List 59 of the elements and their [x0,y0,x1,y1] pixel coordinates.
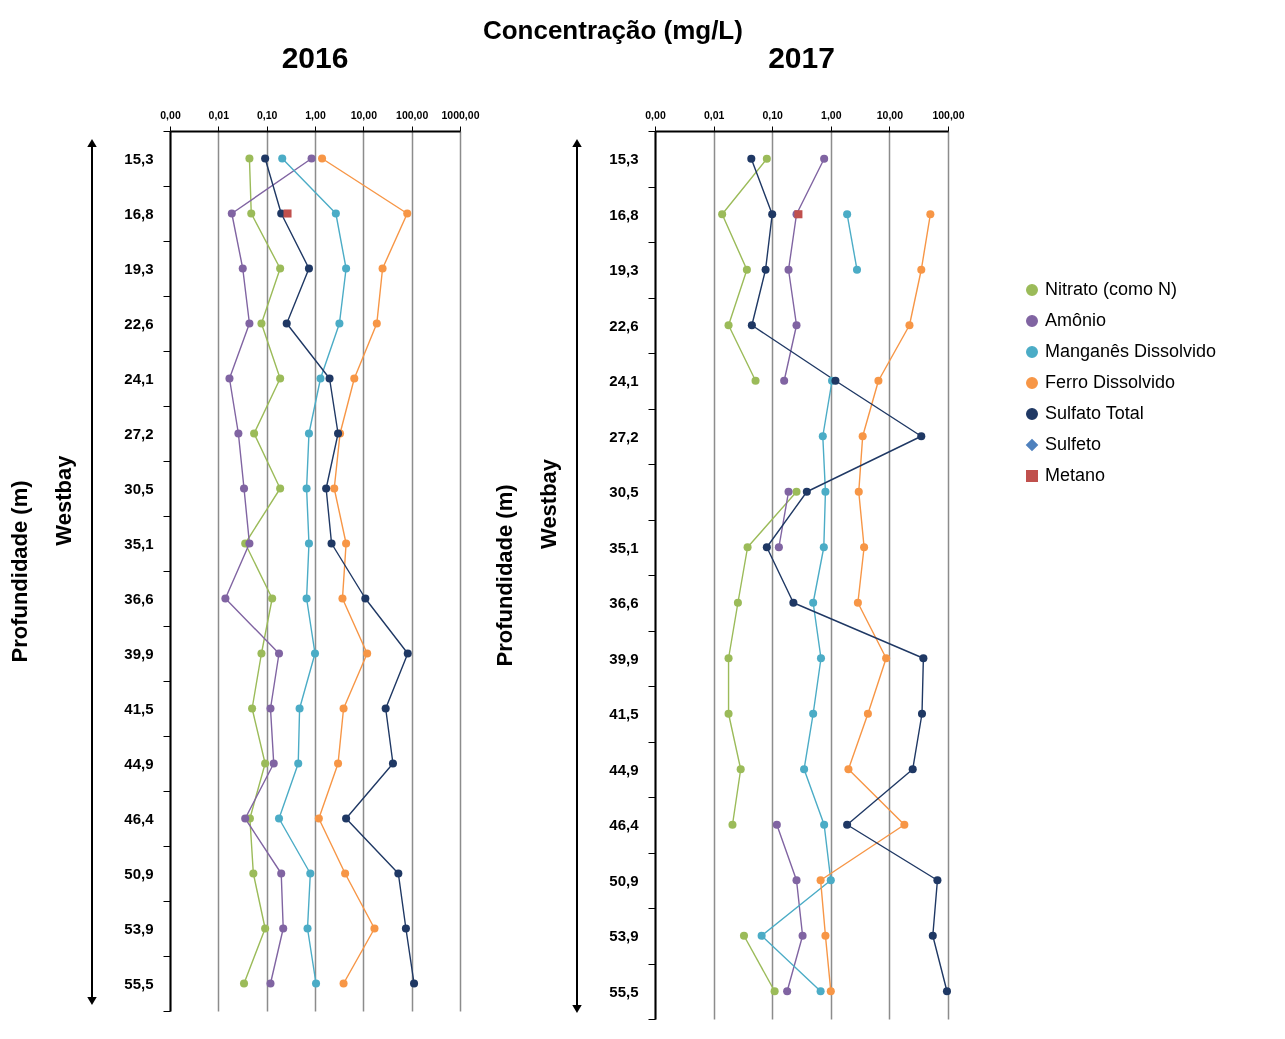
x-tick-label: 0,01 [703,108,725,121]
y-tick-label: 22,6 [124,315,154,332]
legend-label: Sulfeto [1045,434,1102,454]
y-tick-label: 41,5 [124,700,154,717]
y-tick-label: 19,3 [124,260,154,277]
y-tick-label: 30,5 [124,480,154,497]
text: Westbay [536,458,561,549]
y-tick-label: 44,9 [124,755,154,772]
y-tick-label: 39,9 [609,649,639,667]
x-tick-label: 0,01 [208,108,230,121]
y-tick-label: 50,9 [124,865,154,882]
legend-label: Manganês Dissolvido [1045,341,1217,361]
x-axis-title: Concentração (mg/L) [482,15,743,45]
y-tick-label: 36,6 [124,590,154,607]
legend-label: Amônio [1045,310,1107,330]
y-tick-label: 39,9 [124,645,154,662]
y-tick-label: 35,1 [609,538,639,556]
y-tick-label: 15,3 [124,150,154,167]
y-axis-title: Profundidade (m) [492,484,518,667]
y-tick-label: 15,3 [609,150,639,168]
y-tick-label: 50,9 [609,871,639,889]
y-tick-label: 35,1 [124,535,154,552]
y-tick-label: 36,6 [609,594,639,612]
y-tick-label: 24,1 [124,370,154,387]
y-tick-label: 53,9 [124,920,154,937]
chart-title: 2017 [768,41,835,74]
y-tick-label: 53,9 [609,927,639,945]
y-tick-label: 46,4 [609,816,640,834]
y-tick-label: 19,3 [609,261,639,279]
y-tick-label: 27,2 [609,427,639,445]
y-tick-label: 41,5 [609,705,639,723]
y-tick-label: 27,2 [124,425,154,442]
y-tick-label: 30,5 [609,483,639,501]
x-tick-label: 1000,00 [441,108,480,121]
y-axis-title: Profundidade (m) [7,480,33,663]
x-tick-label: 0,00 [645,108,666,121]
x-tick-label: 0,10 [256,108,278,121]
y-tick-label: 46,4 [124,810,155,827]
legend-label: Nitrato (como N) [1045,279,1178,299]
x-tick-label: 1,00 [821,108,842,121]
text: Westbay [51,454,76,546]
y-tick-label: 55,5 [124,975,154,992]
legend-label: Sulfato Total [1045,403,1144,423]
x-tick-label: 100,00 [932,108,965,121]
y-tick-label: 22,6 [609,316,639,334]
chart-title: 2016 [281,41,349,74]
x-tick-label: 1,00 [305,108,326,121]
x-tick-label: 0,10 [762,108,784,121]
x-tick-label: 10,00 [876,108,904,121]
x-tick-label: 100,00 [396,108,429,121]
x-tick-label: 10,00 [350,108,378,121]
y-tick-label: 16,8 [609,205,639,223]
y-tick-label: 16,8 [124,205,154,222]
y-tick-label: 44,9 [609,760,639,778]
legend-label: Metano [1045,465,1106,485]
y-tick-label: 55,5 [609,982,639,1000]
y-tick-label: 24,1 [609,372,639,390]
x-tick-label: 0,00 [160,108,181,121]
legend-label: Ferro Dissolvido [1045,372,1176,392]
